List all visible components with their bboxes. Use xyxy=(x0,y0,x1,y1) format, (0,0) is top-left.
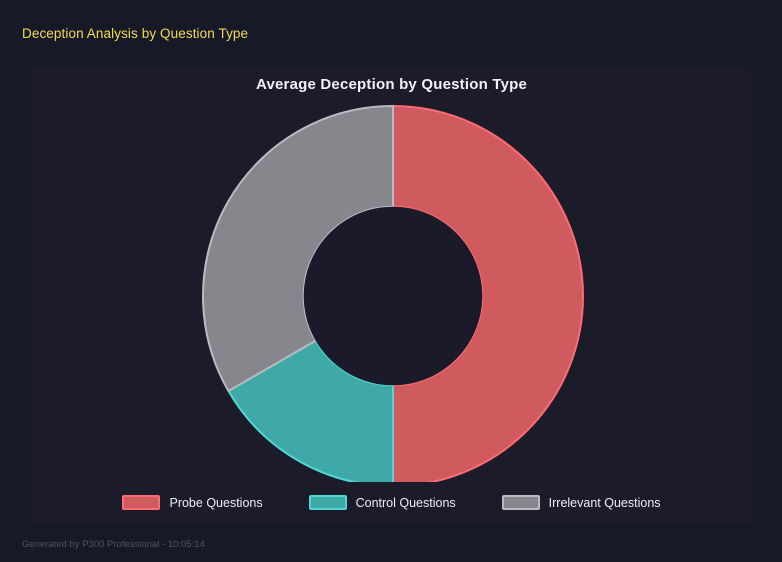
footer-note: Generated by P300 Professional - 10:05:1… xyxy=(22,539,205,550)
donut-hole xyxy=(303,206,483,386)
donut-chart xyxy=(32,90,751,482)
legend-item[interactable]: Probe Questions xyxy=(122,495,263,510)
legend-swatch xyxy=(308,495,347,510)
chart-legend: Probe Questions Control Questions Irreleva… xyxy=(32,495,751,510)
donut-slice-group xyxy=(202,104,584,482)
donut-chart-svg xyxy=(202,104,584,482)
legend-swatch xyxy=(122,495,161,510)
donut-slice[interactable] xyxy=(227,339,394,482)
legend-item[interactable]: Control Questions xyxy=(308,495,456,510)
legend-swatch xyxy=(501,495,540,510)
chart-panel: Average Deception by Question Type Probe… xyxy=(32,66,751,524)
legend-item[interactable]: Irrelevant Questions xyxy=(501,495,661,510)
page-title: Deception Analysis by Question Type xyxy=(22,26,249,41)
legend-label: Probe Questions xyxy=(169,495,263,510)
chart-title: Average Deception by Question Type xyxy=(255,76,528,93)
legend-label: Control Questions xyxy=(355,495,456,510)
legend-label: Irrelevant Questions xyxy=(548,495,661,510)
